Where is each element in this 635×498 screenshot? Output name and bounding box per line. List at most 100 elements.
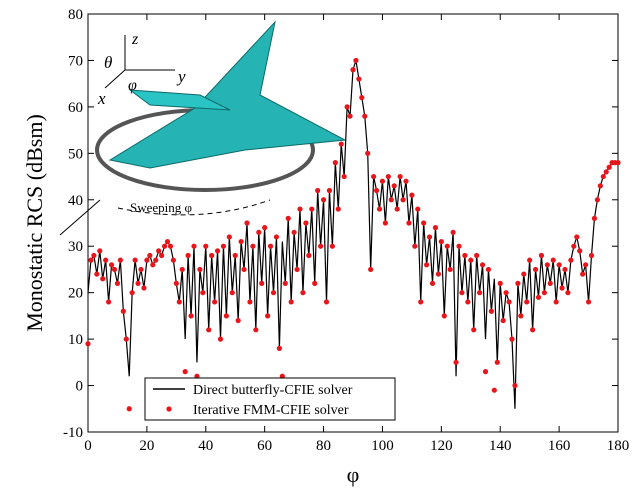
data-point bbox=[488, 308, 494, 314]
data-point bbox=[373, 187, 380, 194]
data-point bbox=[106, 299, 112, 305]
data-point bbox=[103, 257, 109, 263]
data-point bbox=[597, 183, 603, 189]
data-point bbox=[332, 160, 338, 166]
y-tick-label: 30 bbox=[68, 239, 83, 255]
data-point bbox=[167, 243, 174, 249]
legend-box bbox=[144, 377, 396, 421]
x-tick-label: 20 bbox=[139, 438, 154, 454]
x-axis-label: φ bbox=[347, 462, 360, 487]
data-point bbox=[153, 257, 159, 263]
data-point bbox=[170, 257, 176, 263]
y-axis-label: Monostatic RCS (dBsm) bbox=[22, 114, 47, 332]
data-point bbox=[535, 294, 542, 300]
data-point bbox=[356, 76, 362, 82]
data-point bbox=[376, 206, 383, 212]
data-point bbox=[114, 280, 121, 286]
data-point bbox=[232, 252, 238, 259]
data-point bbox=[159, 252, 165, 259]
legend-marker bbox=[166, 406, 172, 412]
y-tick-label: 40 bbox=[68, 193, 83, 209]
plot-frame bbox=[87, 13, 619, 433]
data-point bbox=[500, 317, 506, 324]
x-tick-label: 100 bbox=[371, 438, 394, 454]
data-point bbox=[415, 206, 421, 212]
data-point bbox=[591, 215, 598, 221]
data-point bbox=[150, 262, 156, 268]
data-point bbox=[182, 369, 188, 375]
data-point bbox=[267, 243, 274, 249]
data-point bbox=[538, 252, 545, 259]
legend-label: Iterative FMM-CFIE solver bbox=[193, 403, 349, 418]
data-point bbox=[85, 341, 91, 347]
x-tick-label: 60 bbox=[257, 438, 272, 454]
data-point bbox=[403, 178, 409, 184]
data-point bbox=[135, 280, 141, 286]
data-point bbox=[447, 266, 453, 273]
annotation: x bbox=[97, 89, 106, 108]
data-point bbox=[477, 290, 483, 296]
data-point bbox=[497, 280, 503, 286]
x-tick-label: 0 bbox=[84, 438, 92, 454]
data-point bbox=[200, 290, 206, 296]
data-point bbox=[203, 243, 209, 249]
data-point bbox=[426, 234, 433, 240]
data-point bbox=[238, 238, 244, 245]
data-point bbox=[585, 299, 592, 305]
x-tick-label: 80 bbox=[316, 438, 331, 454]
data-point bbox=[603, 169, 609, 175]
data-point bbox=[300, 290, 306, 296]
data-point bbox=[161, 243, 168, 249]
incidence-arrow bbox=[59, 199, 101, 236]
data-point bbox=[223, 313, 229, 319]
data-point bbox=[379, 178, 386, 184]
data-point bbox=[141, 285, 147, 291]
data-point bbox=[120, 308, 126, 314]
data-point bbox=[244, 220, 250, 226]
data-point bbox=[444, 243, 450, 249]
data-point bbox=[250, 243, 256, 249]
data-point bbox=[503, 290, 509, 296]
data-point bbox=[594, 197, 600, 203]
data-point bbox=[547, 280, 553, 286]
data-point bbox=[338, 141, 344, 147]
axis-x bbox=[104, 69, 126, 89]
data-point bbox=[368, 266, 374, 273]
data-point bbox=[188, 313, 194, 319]
data-point bbox=[276, 345, 282, 351]
data-point bbox=[282, 280, 288, 286]
data-point bbox=[565, 290, 571, 296]
data-point bbox=[600, 173, 606, 180]
data-point bbox=[385, 173, 391, 180]
data-point bbox=[550, 257, 556, 263]
data-point bbox=[471, 327, 477, 333]
data-point bbox=[479, 262, 486, 268]
data-point bbox=[129, 290, 135, 296]
data-point bbox=[491, 387, 497, 393]
data-point bbox=[574, 234, 580, 240]
data-point bbox=[441, 313, 447, 319]
data-point bbox=[326, 187, 333, 194]
data-point bbox=[312, 280, 318, 286]
data-point bbox=[388, 197, 394, 203]
data-point bbox=[294, 266, 300, 273]
data-point bbox=[371, 173, 377, 180]
data-point bbox=[256, 229, 262, 235]
annotation: θ bbox=[104, 53, 112, 72]
data-point bbox=[291, 229, 297, 235]
data-point bbox=[329, 243, 335, 249]
annotation: Sweeping φ bbox=[130, 200, 192, 215]
data-point bbox=[111, 266, 118, 273]
data-point bbox=[209, 252, 215, 259]
data-point bbox=[394, 206, 400, 212]
data-point bbox=[259, 280, 265, 286]
data-point bbox=[571, 243, 577, 249]
data-point bbox=[588, 252, 595, 259]
data-point bbox=[400, 197, 406, 203]
data-point bbox=[409, 192, 415, 198]
y-tick-label: 80 bbox=[68, 7, 83, 23]
data-point bbox=[214, 248, 221, 254]
data-point bbox=[509, 336, 515, 342]
